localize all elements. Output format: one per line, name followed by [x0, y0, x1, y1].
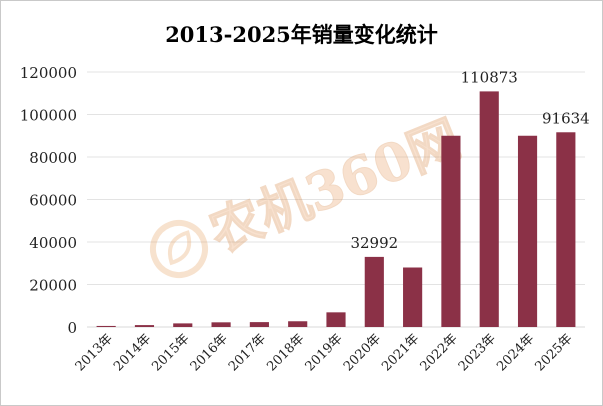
bar — [556, 132, 576, 327]
bar — [403, 267, 423, 327]
y-tick-label: 60000 — [29, 192, 77, 210]
x-tick-label: 2021年 — [379, 331, 422, 374]
watermark-text: 农机360网 — [201, 109, 469, 265]
x-tick-label: 2013年 — [73, 331, 116, 374]
data-label: 91634 — [542, 109, 590, 127]
x-tick-label: 2025年 — [532, 331, 575, 374]
y-tick-label: 40000 — [29, 234, 77, 252]
bar — [517, 135, 538, 327]
y-tick-label: 20000 — [29, 277, 77, 295]
bar — [96, 325, 116, 327]
leaf-logo-icon — [150, 220, 208, 278]
bar — [479, 91, 499, 328]
gridlines — [87, 71, 585, 328]
data-label: 32992 — [350, 234, 398, 252]
bar — [326, 312, 346, 327]
bar — [288, 321, 308, 327]
x-tick-label: 2020年 — [341, 331, 384, 374]
x-tick-label: 2022年 — [418, 331, 461, 374]
x-tick-label: 2023年 — [456, 331, 499, 374]
bar — [364, 256, 384, 327]
bar — [441, 135, 461, 327]
watermark: 农机360网 — [150, 108, 470, 278]
x-tick-label: 2016年 — [188, 331, 231, 374]
bars — [96, 91, 576, 328]
x-tick-label: 2024年 — [494, 331, 537, 374]
bar — [173, 323, 193, 327]
x-tick-label: 2015年 — [149, 331, 192, 374]
x-tick-label: 2014年 — [111, 331, 154, 374]
bar — [211, 322, 231, 327]
y-tick-label: 0 — [67, 319, 77, 337]
x-tick-label: 2017年 — [226, 331, 269, 374]
y-axis-ticks: 0 20000 40000 60000 80000 100000 120000 — [20, 64, 77, 337]
y-tick-label: 100000 — [20, 107, 77, 125]
bar — [249, 322, 269, 327]
data-labels: 32992 110873 91634 — [350, 68, 589, 251]
x-tick-label: 2019年 — [303, 331, 346, 374]
y-tick-label: 80000 — [29, 149, 77, 167]
y-tick-label: 120000 — [20, 64, 77, 82]
data-label: 110873 — [461, 68, 518, 86]
chart-title: 2013-2025年销量变化统计 — [165, 22, 438, 47]
x-tick-label: 2018年 — [264, 331, 307, 374]
bar — [134, 325, 155, 327]
x-axis-ticks: 2013年2014年2015年2016年2017年2018年2019年2020年… — [73, 331, 576, 374]
